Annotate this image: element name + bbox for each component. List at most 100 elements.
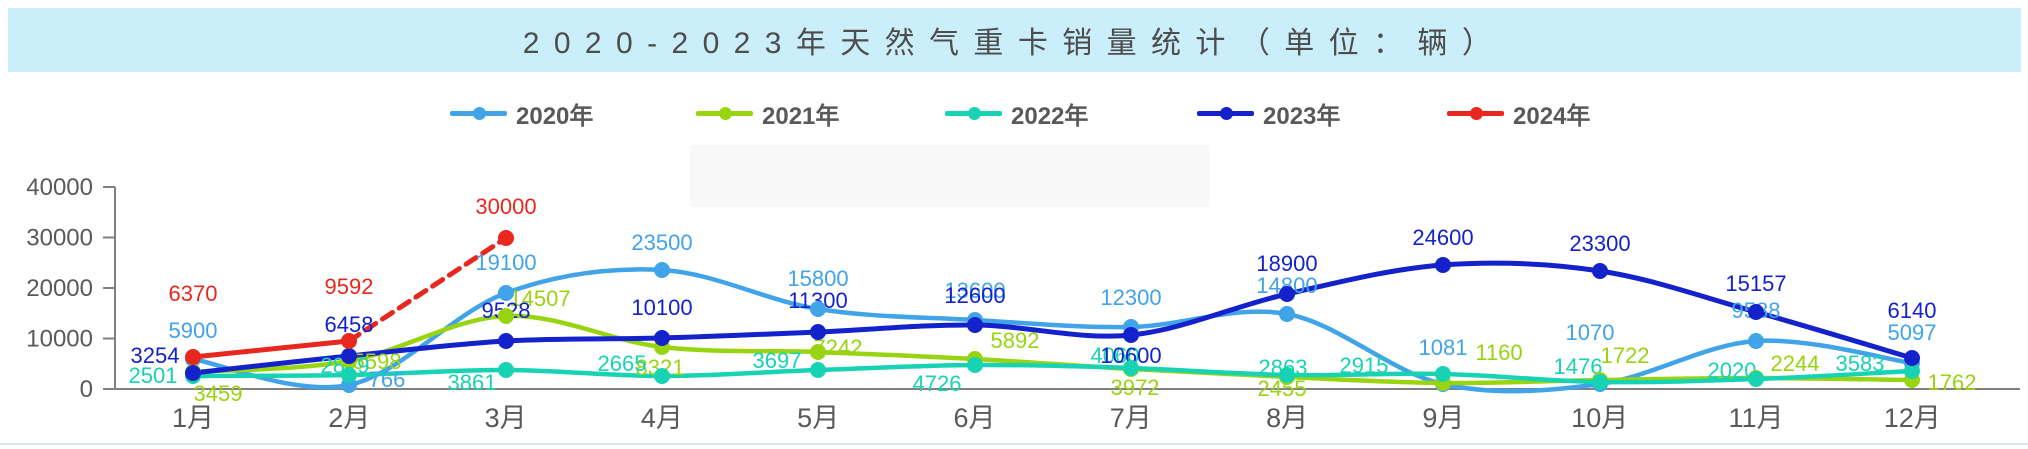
data-point-2022年-5月[interactable] [810,362,826,378]
data-label-2022年-1月: 2501 [129,363,178,388]
series-line-2024年 [190,338,352,360]
data-point-2020年-4月[interactable] [654,262,670,278]
data-label-2020年-2月: 766 [369,367,406,392]
data-point-2020年-8月[interactable] [1279,306,1295,322]
x-axis-month-label: 8月 [1266,403,1308,433]
data-point-2022年-2月[interactable] [341,367,357,383]
chart-legend: 2020年 2021年 2022年 2023年 2024年 [0,96,2028,130]
data-point-2023年-3月[interactable] [498,333,514,349]
x-axis-month-label: 11月 [1728,403,1783,433]
data-point-2023年-2月[interactable] [341,348,357,364]
data-label-2020年-4月: 23500 [631,230,692,255]
data-point-2020年-3月[interactable] [498,285,514,301]
data-label-2020年-9月: 1081 [1419,335,1468,360]
data-point-2022年-7月[interactable] [1123,360,1139,376]
data-point-2023年-7月[interactable] [1123,327,1139,343]
x-axis-month-label: 4月 [641,403,683,433]
data-point-2023年-11月[interactable] [1748,304,1764,320]
data-point-2023年-8月[interactable] [1279,286,1295,302]
data-point-2022年-12月[interactable] [1904,363,1920,379]
y-axis-tick-label: 30000 [26,225,93,252]
data-label-2021年-7月: 3972 [1111,375,1160,400]
legend-label: 2020年 [516,102,594,130]
data-point-2020年-11月[interactable] [1748,333,1764,349]
data-label-2021年-2月: 5598 [353,349,402,374]
data-label-2021年-9月: 1160 [1475,340,1522,365]
data-label-2023年-9月: 24600 [1412,225,1473,250]
legend-dot-icon [473,107,486,120]
data-label-2022年-3月: 3861 [448,370,497,395]
legend-dot-icon [719,107,732,120]
data-point-2024年-1月[interactable] [185,349,201,365]
data-label-2023年-6月: 12600 [944,283,1005,308]
data-point-2022年-6月[interactable] [967,357,983,373]
data-point-2022年-10月[interactable] [1592,374,1608,390]
data-label-2022年-4月: 2665 [598,351,647,376]
data-label-2023年-10月: 23300 [1569,231,1630,256]
data-label-2021年-6月: 5892 [991,328,1040,353]
data-point-2024年-2月[interactable] [341,333,357,349]
data-label-2022年-6月: 4726 [913,371,962,396]
data-label-2022年-5月: 3697 [753,348,802,373]
legend-label: 2022年 [1011,102,1089,130]
legend-item-2020[interactable]: 2020年 [450,96,593,130]
data-point-2023年-12月[interactable] [1904,350,1920,366]
data-label-2023年-2月: 6458 [325,312,374,337]
legend-dot-icon [968,107,981,120]
x-axis-month-label: 5月 [797,403,839,433]
x-axis-month-label: 9月 [1422,403,1464,433]
data-point-2022年-3月[interactable] [498,362,514,378]
legend-label: 2023年 [1263,102,1341,130]
x-axis-month-label: 7月 [1110,403,1152,433]
x-axis-month-label: 3月 [485,403,527,433]
data-label-2023年-11月: 15157 [1725,271,1786,296]
data-label-2020年-10月: 1070 [1566,320,1615,345]
data-label-2020年-1月: 5900 [169,318,218,343]
data-point-2022年-9月[interactable] [1435,366,1451,382]
legend-label: 2024年 [1513,102,1591,130]
y-axis-tick-label: 10000 [26,326,93,353]
data-point-2024年-3月[interactable] [498,230,514,246]
legend-marker-icon [945,96,1002,130]
data-point-2020年-5月[interactable] [810,301,826,317]
data-label-2023年-12月: 6140 [1888,298,1937,323]
data-point-2023年-4月[interactable] [654,330,670,346]
data-label-2023年-4月: 10100 [631,295,692,320]
data-label-2020年-6月: 13600 [944,278,1005,303]
legend-label: 2021年 [762,102,840,130]
title-bar: 2020-2023年天然气重卡销量统计（单位：辆） [8,8,2021,72]
legend-item-2022[interactable]: 2022年 [945,96,1088,130]
watermark-box [690,145,1210,207]
data-label-2023年-1月: 3254 [131,343,180,368]
data-label-2023年-8月: 18900 [1256,251,1317,276]
data-point-2023年-6月[interactable] [967,317,983,333]
data-point-2022年-8月[interactable] [1279,367,1295,383]
data-label-2024年-1月: 6370 [169,281,218,306]
legend-dot-icon [1220,107,1233,120]
data-label-2022年-12月: 3583 [1836,351,1885,376]
x-axis-month-label: 12月 [1884,403,1941,433]
data-label-2020年-12月: 5097 [1888,320,1937,345]
data-label-2021年-3月: 14507 [509,286,570,311]
data-point-2022年-11月[interactable] [1748,371,1764,387]
legend-item-2024[interactable]: 2024年 [1447,96,1590,130]
chart-title: 2020-2023年天然气重卡销量统计（单位：辆） [522,27,1507,60]
data-label-2021年-11月: 2244 [1771,351,1820,376]
legend-marker-icon [1197,96,1254,130]
y-axis-tick-label: 40000 [26,174,93,201]
data-point-2023年-1月[interactable] [185,365,201,381]
y-axis-tick-label: 20000 [26,275,93,302]
data-label-2022年-9月: 2915 [1340,353,1389,378]
data-label-2024年-3月: 30000 [475,194,536,219]
data-point-2023年-5月[interactable] [810,324,826,340]
legend-item-2023[interactable]: 2023年 [1197,96,1340,130]
data-point-2021年-5月[interactable] [810,344,826,360]
data-point-2023年-10月[interactable] [1592,263,1608,279]
data-point-2022年-4月[interactable] [654,368,670,384]
bottom-divider [0,443,2028,445]
legend-item-2021[interactable]: 2021年 [696,96,839,130]
data-point-2021年-3月[interactable] [498,308,514,324]
data-point-2023年-9月[interactable] [1435,257,1451,273]
